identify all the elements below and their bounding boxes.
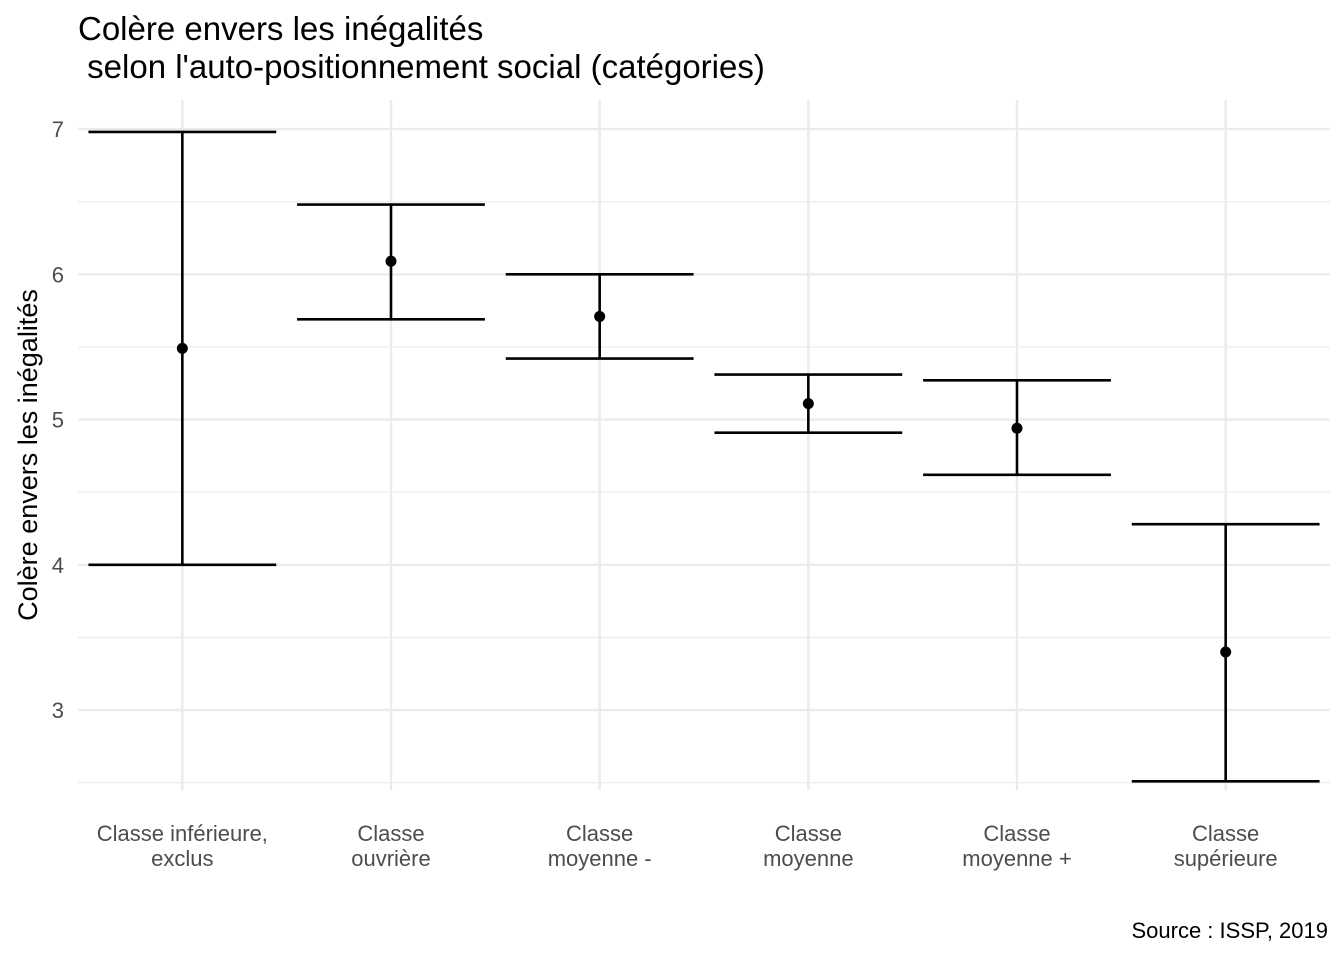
x-tick-label: Classe moyenne	[763, 821, 854, 871]
x-tick-label-line: ouvrière	[351, 846, 430, 871]
y-tick-label: 6	[52, 262, 64, 287]
x-tick-label-line: Classe	[357, 821, 424, 846]
x-tick-label-line: Classe	[1192, 821, 1259, 846]
mean-point	[1220, 646, 1232, 658]
x-tick-label: Classe ouvrière	[351, 821, 430, 871]
y-axis-title: Colère envers les inégalités	[13, 289, 43, 621]
x-tick-label-line: moyenne +	[962, 846, 1071, 871]
mean-point	[385, 255, 397, 267]
grid-layer	[78, 100, 1330, 790]
marks-layer	[88, 130, 1320, 783]
x-tick-label-line: Classe	[566, 821, 633, 846]
chart-title-line-2: selon l'auto-positionnement social (caté…	[78, 48, 765, 85]
source-caption: Source : ISSP, 2019	[1131, 918, 1328, 943]
y-tick-label: 7	[52, 117, 64, 142]
x-tick-label-line: moyenne -	[548, 846, 652, 871]
x-tick-label-line: Classe inférieure,	[97, 821, 268, 846]
x-tick-label-line: moyenne	[763, 846, 854, 871]
x-tick-label: Classe inférieure, exclus	[97, 821, 268, 871]
x-tick-label: Classe moyenne -	[548, 821, 652, 871]
mean-point	[802, 398, 814, 410]
x-tick-label-line: supérieure	[1174, 846, 1278, 871]
chart-title-line-1: Colère envers les inégalités	[78, 10, 484, 47]
y-tick-label: 3	[52, 698, 64, 723]
chart-title: Colère envers les inégalités selon l'aut…	[78, 10, 765, 86]
x-tick-label-line: Classe	[775, 821, 842, 846]
y-tick-label: 4	[52, 553, 64, 578]
x-tick-label-line: exclus	[151, 846, 213, 871]
x-tick-label-line: Classe	[983, 821, 1050, 846]
y-tick-label: 5	[52, 408, 64, 433]
mean-point	[176, 342, 188, 354]
x-tick-label: Classe moyenne +	[962, 821, 1071, 871]
mean-point	[1011, 422, 1023, 434]
mean-point	[594, 310, 606, 322]
x-tick-label: Classe supérieure	[1174, 821, 1278, 871]
